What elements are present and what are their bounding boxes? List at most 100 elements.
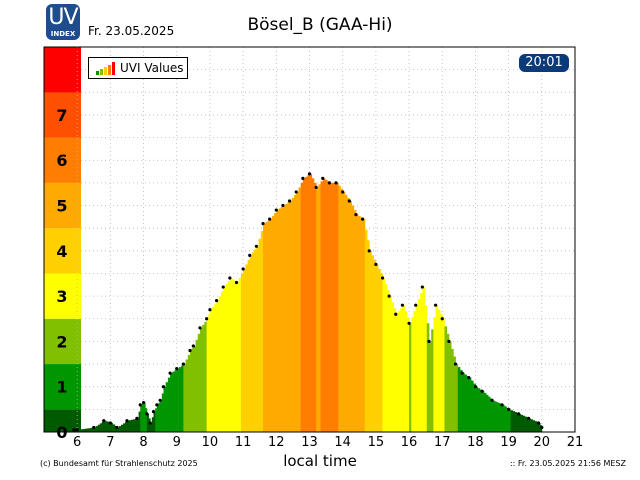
bar-chart-icon — [96, 62, 115, 75]
uvi-bar — [302, 178, 306, 432]
uvi-point — [268, 217, 272, 221]
uvi-bar — [296, 191, 299, 432]
uvi-bar — [322, 178, 326, 432]
uvi-bar — [324, 179, 328, 432]
uvi-area — [73, 173, 543, 433]
uvi-bar — [512, 411, 515, 432]
uv-scale-top — [44, 47, 81, 93]
uv-index-logo: UV INDEX — [46, 4, 80, 40]
uvi-bar — [446, 333, 450, 432]
uvi-bar — [229, 278, 233, 432]
uvi-bar — [91, 427, 95, 432]
uvi-bar — [442, 318, 445, 432]
uvi-bar — [300, 182, 304, 432]
uvi-bar — [475, 386, 479, 432]
uvi-bar — [351, 205, 355, 432]
uvi-bar — [134, 418, 138, 432]
uvi-bar — [132, 419, 136, 432]
uvi-bar — [206, 318, 209, 432]
uvi-bar — [311, 178, 315, 432]
uvi-bar — [508, 409, 512, 432]
uvi-bar — [457, 367, 461, 432]
uvi-bar — [204, 321, 208, 432]
uvi-bar — [318, 184, 321, 432]
uvi-bar — [455, 364, 459, 432]
uvi-bar — [150, 422, 153, 432]
uvi-bar — [278, 208, 282, 432]
uvi-bar — [271, 216, 275, 432]
y-tick-label: 2 — [56, 332, 67, 351]
uvi-point — [125, 419, 129, 423]
uvi-point — [135, 416, 139, 421]
uvi-bar — [93, 427, 97, 432]
y-tick-label: 4 — [56, 242, 67, 261]
uvi-point — [526, 416, 531, 421]
uvi-bar — [267, 220, 271, 432]
uvi-bar — [209, 309, 213, 432]
uvi-point — [407, 321, 411, 325]
uvi-bar — [384, 284, 388, 432]
uvi-point — [214, 299, 219, 303]
uvi-bar — [482, 391, 485, 432]
uvi-bar — [294, 194, 297, 432]
uvi-bar — [158, 402, 161, 432]
uvi-point — [490, 398, 494, 402]
uvi-bar — [258, 238, 262, 432]
uv-scale-level-7 — [44, 92, 81, 138]
uvi-point — [301, 176, 305, 180]
uvi-bar — [431, 329, 434, 432]
uvi-bar — [373, 259, 377, 432]
uvi-point — [414, 303, 418, 307]
uvi-point — [234, 280, 239, 285]
uvi-point — [361, 217, 365, 221]
uvi-point — [427, 339, 431, 344]
uvi-point — [307, 172, 312, 176]
uvi-bar — [245, 264, 248, 432]
uvi-point — [148, 421, 152, 425]
uvi-bar — [128, 420, 132, 432]
uvi-bar — [232, 279, 235, 432]
uvi-bar — [538, 422, 541, 432]
uvi-bar — [344, 194, 348, 432]
uvi-point — [205, 317, 209, 321]
uvi-bar — [504, 406, 507, 432]
uvi-bar — [420, 293, 423, 432]
uvi-bar — [87, 428, 91, 432]
uvi-bar — [375, 264, 379, 432]
uvi-bar — [316, 187, 319, 432]
uvi-bar — [477, 388, 481, 432]
uvi-bar — [263, 223, 266, 432]
uvi-point — [314, 185, 318, 190]
uvi-bar — [214, 303, 217, 432]
uvi-point — [473, 385, 478, 389]
uvi-bar — [448, 341, 452, 432]
uvi-bar — [516, 412, 519, 432]
legend-series-name: UVI Values — [120, 61, 184, 75]
uvi-points — [72, 172, 544, 432]
uvi-bar — [269, 219, 273, 432]
uvi-bar — [433, 317, 437, 432]
uvi-bar — [97, 424, 101, 432]
uvi-bar — [353, 210, 357, 432]
uvi-point — [500, 403, 504, 407]
uvi-bar — [536, 422, 539, 432]
x-tick-label: 21 — [567, 435, 584, 450]
uvi-bar — [492, 400, 495, 432]
uvi-point — [254, 244, 258, 248]
x-tick-labels: 6 7 8 9 10 11 12 13 14 15 16 17 18 19 20 21 — [73, 435, 583, 450]
uvi-bar — [518, 413, 521, 432]
uvi-bar — [307, 175, 310, 433]
uvi-point — [181, 362, 185, 366]
uvi-bar — [256, 246, 260, 432]
y-tick-label: 7 — [56, 106, 67, 125]
uvi-bar — [89, 428, 93, 432]
uvi-bar — [333, 182, 337, 432]
uvi-point — [400, 303, 405, 307]
uvi-bar — [327, 181, 330, 432]
uvi-point — [108, 421, 112, 425]
x-tick-label: 15 — [368, 435, 385, 450]
uvi-bar — [81, 429, 84, 432]
x-tick-label: 12 — [268, 435, 285, 450]
uvi-bar — [393, 308, 397, 432]
uvi-bar — [367, 240, 370, 432]
